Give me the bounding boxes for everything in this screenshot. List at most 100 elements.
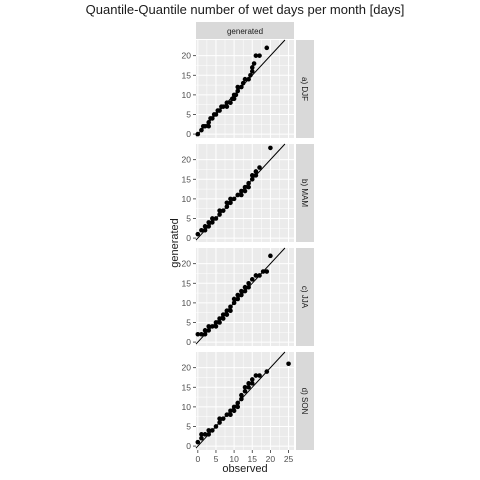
data-point xyxy=(268,145,273,151)
data-point xyxy=(217,108,222,113)
data-point xyxy=(199,227,204,233)
data-point xyxy=(239,192,244,198)
data-point xyxy=(257,53,262,58)
data-point xyxy=(239,188,244,194)
panel-background xyxy=(196,352,294,450)
x-tick-label: 25 xyxy=(284,454,294,464)
y-tick-label: 0 xyxy=(186,337,191,347)
y-tick-label: 20 xyxy=(182,155,192,165)
y-tick-label: 0 xyxy=(186,129,191,139)
data-point xyxy=(231,296,237,302)
data-point xyxy=(224,312,230,317)
y-tick-label: 5 xyxy=(186,213,191,223)
data-point xyxy=(257,273,262,278)
y-tick-label: 15 xyxy=(182,382,192,392)
data-point xyxy=(199,432,204,437)
data-point xyxy=(264,269,270,274)
data-point xyxy=(217,420,222,425)
data-point xyxy=(242,384,248,390)
data-point xyxy=(286,361,291,367)
y-tick-label: 15 xyxy=(182,70,192,80)
data-point xyxy=(253,53,259,58)
data-point xyxy=(239,84,244,90)
data-point xyxy=(213,324,219,329)
data-point xyxy=(199,435,204,441)
data-point xyxy=(242,284,248,290)
panel-strip xyxy=(296,248,314,346)
data-point xyxy=(249,381,255,386)
y-tick-label: 15 xyxy=(182,174,192,184)
data-point xyxy=(249,65,255,70)
data-point xyxy=(195,231,201,237)
data-point xyxy=(257,373,262,378)
data-point xyxy=(210,324,215,329)
data-point xyxy=(235,192,241,198)
data-point xyxy=(233,92,239,98)
data-point xyxy=(220,316,226,321)
x-tick-label: 10 xyxy=(229,454,239,464)
data-point xyxy=(264,369,270,374)
data-point xyxy=(253,373,259,378)
data-point xyxy=(228,200,233,206)
panel-strip xyxy=(296,144,314,242)
y-tick-label: 5 xyxy=(186,421,191,431)
panel-background xyxy=(196,248,294,346)
data-point xyxy=(202,328,208,333)
data-point xyxy=(249,176,255,182)
data-point xyxy=(220,312,226,317)
data-point xyxy=(224,100,230,106)
data-point xyxy=(248,72,253,78)
data-point xyxy=(246,381,251,386)
data-point xyxy=(253,273,259,278)
data-point xyxy=(224,308,230,314)
data-point xyxy=(235,404,241,410)
data-point xyxy=(268,253,273,259)
data-point xyxy=(202,432,208,437)
data-point xyxy=(249,277,255,282)
data-point xyxy=(206,224,212,229)
data-point xyxy=(217,316,222,321)
data-point xyxy=(240,80,246,86)
data-point xyxy=(242,76,248,82)
x-tick-label: 5 xyxy=(214,454,219,464)
panel-strip-label: a) DJF xyxy=(300,77,309,101)
data-point xyxy=(206,324,212,329)
data-point xyxy=(239,292,244,298)
y-tick-label: 10 xyxy=(182,90,192,100)
panel-strip-label: d) SON xyxy=(300,388,309,415)
data-point xyxy=(224,104,230,109)
data-point xyxy=(235,84,241,90)
facet-panels: 0 5 10 15 20 a) DJF 0 5 10 15 20 b) MAM 0 5 10 15 20 c) J… xyxy=(182,39,314,451)
data-point xyxy=(195,131,201,137)
data-point xyxy=(231,96,237,102)
data-point xyxy=(206,328,212,333)
data-point xyxy=(235,296,241,302)
data-point xyxy=(228,412,233,418)
panel-strip-label: b) MAM xyxy=(300,179,309,207)
data-point xyxy=(202,224,208,229)
y-tick-label: 20 xyxy=(182,363,192,373)
data-point xyxy=(213,320,219,325)
data-point xyxy=(228,308,233,314)
data-point xyxy=(251,61,257,66)
data-point xyxy=(217,212,222,217)
panel-strip xyxy=(296,40,314,138)
data-point xyxy=(213,216,219,221)
chart-title: Quantile-Quantile number of wet days per… xyxy=(86,2,405,17)
x-tick-label: 15 xyxy=(248,454,258,464)
y-tick-label: 0 xyxy=(186,441,191,451)
data-point xyxy=(239,288,244,294)
data-point xyxy=(242,184,248,190)
y-axis-title: generated xyxy=(169,218,181,268)
data-point xyxy=(217,208,222,213)
data-point xyxy=(242,388,248,394)
panel-background xyxy=(196,40,294,138)
data-point xyxy=(228,304,233,310)
panel-strip-label: c) JJA xyxy=(300,286,309,309)
data-point xyxy=(231,300,237,306)
data-point xyxy=(249,69,255,74)
x-tick-label: 0 xyxy=(195,454,200,464)
y-tick-label: 10 xyxy=(182,194,192,204)
column-strip-label: generated xyxy=(227,27,263,36)
y-tick-label: 10 xyxy=(182,298,192,308)
